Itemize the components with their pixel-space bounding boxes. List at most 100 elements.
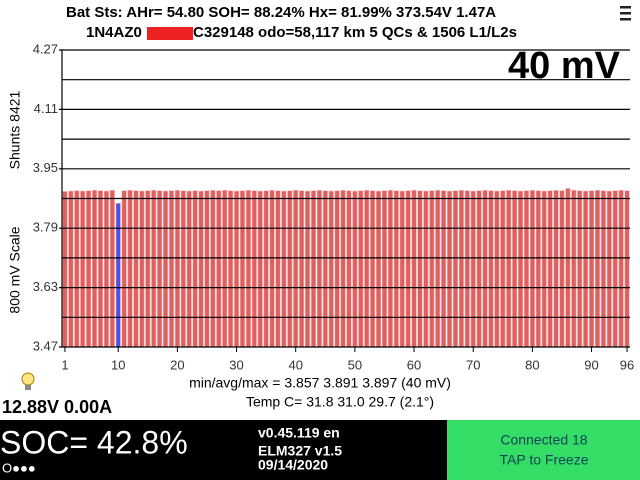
bar — [559, 190, 565, 348]
bar — [251, 190, 257, 348]
menu-icon[interactable] — [620, 6, 631, 21]
bar — [91, 190, 98, 348]
scale-label: 40 mV — [508, 45, 621, 87]
bar — [115, 203, 121, 348]
tap-to-freeze[interactable]: TAP to Freeze — [500, 452, 589, 468]
bar — [399, 190, 405, 348]
bar — [216, 190, 222, 348]
version: v0.45.119 en — [258, 425, 340, 441]
bar — [222, 190, 228, 348]
bar — [618, 190, 624, 348]
connected[interactable]: Connected 18 — [500, 432, 587, 448]
bar — [364, 190, 370, 348]
dots: O●●● — [2, 460, 36, 475]
bar — [168, 190, 175, 348]
soc: SOC= 42.8% — [0, 424, 188, 460]
status-bar — [0, 420, 447, 480]
bar — [429, 190, 435, 348]
bar — [334, 190, 340, 348]
x-tick-label: 10 — [111, 357, 125, 372]
bar — [464, 190, 470, 348]
temp-stats: Temp C= 31.8 31.0 29.7 (2.1°) — [246, 394, 434, 410]
bar — [506, 190, 512, 348]
bar — [133, 190, 139, 348]
voltage-stats: min/avg/max = 3.857 3.891 3.897 (40 mV) — [189, 375, 451, 391]
bar — [233, 190, 240, 348]
bar — [600, 190, 606, 348]
bar — [523, 190, 530, 348]
bar — [204, 190, 210, 348]
bar — [346, 190, 352, 348]
bar — [62, 191, 68, 348]
bar — [375, 190, 382, 348]
vin-start: 1N4AZ0 — [86, 24, 142, 41]
y-tick-label: 3.95 — [33, 160, 58, 175]
bar — [417, 190, 423, 348]
x-tick-label: 40 — [288, 357, 302, 372]
bar — [488, 190, 494, 348]
bar — [210, 190, 216, 348]
bar — [68, 190, 74, 348]
bar — [180, 190, 186, 348]
bar — [97, 190, 104, 348]
x-tick-label: 70 — [466, 357, 480, 372]
bar — [74, 190, 80, 348]
bar — [174, 190, 180, 348]
bar — [328, 190, 334, 348]
bar — [287, 190, 293, 348]
bar — [606, 190, 612, 348]
bar — [310, 190, 317, 348]
x-tick-label: 90 — [584, 357, 598, 372]
bar — [612, 190, 618, 348]
freeze-button[interactable] — [447, 420, 640, 480]
bar — [405, 190, 411, 348]
bar — [588, 190, 595, 348]
bar — [494, 190, 500, 348]
bar — [198, 190, 204, 348]
bar — [423, 190, 429, 348]
bar — [151, 190, 157, 348]
bar — [358, 190, 364, 348]
bar — [387, 190, 393, 348]
bar — [411, 190, 417, 348]
bar — [583, 190, 589, 348]
vin-odo: C329148 odo=58,117 km 5 QCs & 1506 L1/L2… — [193, 24, 517, 41]
bar — [162, 190, 169, 348]
bar — [352, 190, 358, 348]
bar — [80, 190, 86, 348]
bar — [145, 190, 151, 348]
date: 09/14/2020 — [258, 457, 328, 473]
x-tick-label: 96 — [620, 357, 634, 372]
bar — [322, 190, 328, 348]
bar — [157, 190, 163, 348]
bar — [541, 190, 547, 348]
bulb-icon[interactable] — [21, 372, 35, 390]
bar — [482, 190, 488, 348]
status-line: Bat Sts: AHr= 54.80 SOH= 88.24% Hx= 81.9… — [66, 4, 496, 21]
x-tick-label: 30 — [229, 357, 243, 372]
x-tick-label: 80 — [525, 357, 539, 372]
bar — [565, 188, 571, 348]
bar — [393, 190, 399, 348]
y-tick-label: 4.11 — [34, 101, 58, 116]
bar — [370, 190, 376, 348]
bar — [547, 190, 553, 348]
bar — [275, 190, 281, 348]
bar — [269, 190, 275, 348]
bar — [435, 190, 441, 348]
bar — [594, 190, 601, 348]
bar — [293, 190, 299, 348]
bar — [452, 190, 459, 348]
bar — [553, 190, 559, 348]
x-tick-label: 50 — [348, 357, 362, 372]
bar — [281, 190, 287, 348]
bar — [500, 190, 506, 348]
bar — [476, 190, 482, 348]
bar — [127, 190, 133, 348]
bar — [192, 190, 198, 348]
bar — [316, 190, 322, 348]
pack-voltage: 12.88V 0.00A — [2, 397, 112, 417]
bar — [257, 190, 263, 348]
x-tick-label: 20 — [170, 357, 184, 372]
